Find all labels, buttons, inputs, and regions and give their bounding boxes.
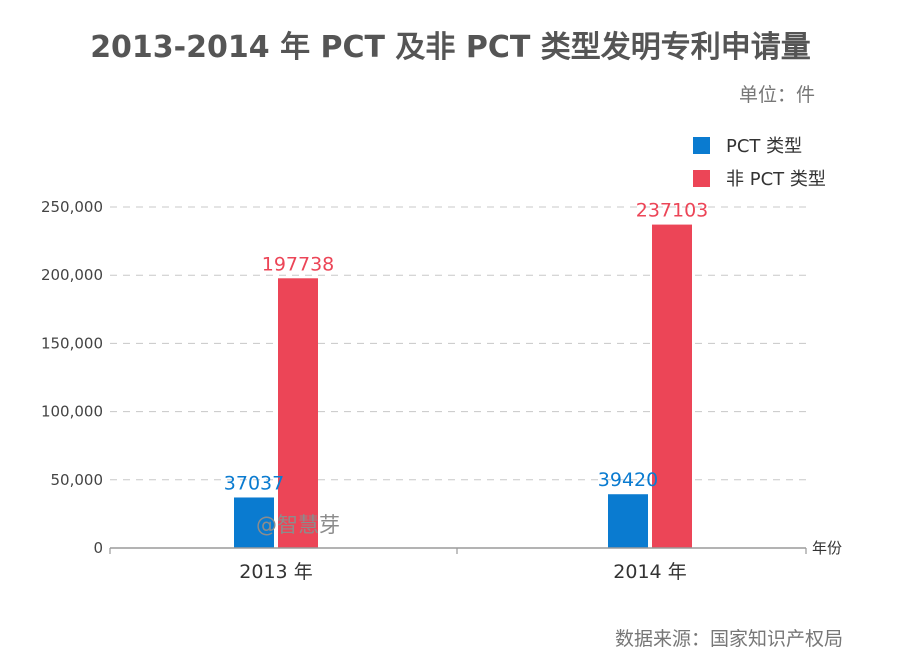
legend-swatch-pct — [693, 137, 710, 154]
x-axis-title: 年份 — [812, 539, 842, 557]
gridlines — [110, 206, 806, 481]
data-label: 39420 — [598, 469, 658, 491]
category-label: 2013 年 — [239, 561, 312, 583]
y-axis-ticks: 0 50,000 100,000 150,000 200,000 250,000 — [41, 198, 103, 557]
legend-label: PCT 类型 — [726, 136, 802, 157]
data-label: 37037 — [224, 472, 284, 494]
category-label: 2014 年 — [613, 561, 686, 583]
legend-swatch-non-pct — [693, 170, 710, 187]
source-label: 数据来源：国家知识产权局 — [614, 628, 843, 650]
bar-pct — [234, 497, 274, 548]
watermark-text: @智慧芽 — [256, 513, 340, 537]
data-label: 197738 — [262, 253, 335, 275]
bar-non-pct — [278, 278, 318, 548]
data-labels: 37037 39420 197738 237103 — [224, 200, 708, 495]
data-label: 237103 — [636, 200, 709, 222]
bar-non-pct — [652, 224, 692, 549]
y-tick-label: 50,000 — [51, 471, 104, 489]
bar-pct — [608, 494, 648, 548]
legend: PCT 类型非 PCT 类型 — [693, 136, 826, 190]
bars — [234, 224, 692, 549]
y-tick-label: 200,000 — [41, 266, 103, 284]
unit-label: 单位：件 — [738, 84, 815, 106]
legend-label: 非 PCT 类型 — [726, 169, 826, 190]
y-tick-label: 0 — [93, 539, 103, 557]
y-tick-label: 150,000 — [41, 334, 103, 352]
x-axis: 2013 年 2014 年 年份 — [109, 539, 842, 583]
y-tick-label: 250,000 — [41, 198, 103, 216]
chart-title: 2013-2014 年 PCT 及非 PCT 类型发明专利申请量 — [90, 30, 811, 65]
y-tick-label: 100,000 — [41, 403, 103, 421]
